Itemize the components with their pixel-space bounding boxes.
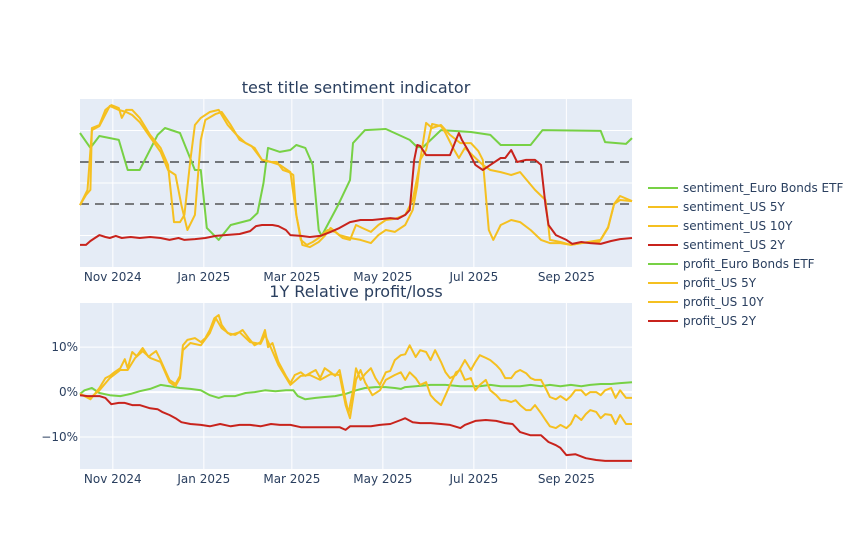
legend-label: profit_US 10Y <box>683 295 764 309</box>
legend-label: sentiment_US 2Y <box>683 238 786 252</box>
profit-series <box>79 314 633 462</box>
series-line-sentiment-us-5y <box>79 104 633 246</box>
legend-label: profit_Euro Bonds ETF <box>683 257 815 271</box>
legend: sentiment_Euro Bonds ETF sentiment_US 5Y s… <box>648 181 843 328</box>
series-line-sentiment-euro-bonds-etf <box>79 127 633 241</box>
profit-gridlines <box>80 303 632 469</box>
sentiment-chart-title: test title sentiment indicator <box>242 78 471 97</box>
profit-x-tick-label: May 2025 <box>353 472 412 486</box>
legend-item[interactable]: profit_US 10Y <box>648 295 764 309</box>
profit-y-axis: 10% 0% −10% <box>41 340 78 444</box>
legend-item[interactable]: sentiment_US 10Y <box>648 219 793 233</box>
series-line-profit-euro-bonds-etf <box>79 381 633 401</box>
legend-label: profit_US 2Y <box>683 314 757 328</box>
profit-y-tick-label: 0% <box>59 385 78 399</box>
profit-x-tick-label: Nov 2024 <box>84 472 142 486</box>
profit-x-axis: Nov 2024 Jan 2025 Mar 2025 May 2025 Jul 2025… <box>84 472 595 486</box>
sentiment-x-tick-label: Sep 2025 <box>538 270 595 284</box>
sentiment-x-tick-label: Nov 2024 <box>84 270 142 284</box>
sentiment-x-tick-label: May 2025 <box>353 270 412 284</box>
legend-label: sentiment_US 5Y <box>683 200 786 214</box>
profit-x-tick-label: Sep 2025 <box>538 472 595 486</box>
profit-y-tick-label: 10% <box>51 340 78 354</box>
legend-item[interactable]: sentiment_Euro Bonds ETF <box>648 181 843 195</box>
legend-item[interactable]: profit_US 5Y <box>648 276 757 290</box>
profit-chart-title: 1Y Relative profit/loss <box>269 282 442 301</box>
sentiment-x-tick-label: Mar 2025 <box>263 270 320 284</box>
legend-item[interactable]: sentiment_US 2Y <box>648 238 786 252</box>
sentiment-subplot: Nov 2024 Jan 2025 Mar 2025 May 2025 Jul 2025… <box>79 78 633 284</box>
sentiment-x-tick-label: Jan 2025 <box>176 270 230 284</box>
legend-label: sentiment_US 10Y <box>683 219 793 233</box>
profit-subplot: Nov 2024 Jan 2025 Mar 2025 May 2025 Jul 2025… <box>41 282 633 486</box>
series-line-sentiment-us-10y <box>79 104 633 249</box>
sentiment-x-axis: Nov 2024 Jan 2025 Mar 2025 May 2025 Jul 2025… <box>84 270 595 284</box>
sentiment-series <box>79 104 633 249</box>
profit-y-tick-label: −10% <box>41 430 78 444</box>
profit-x-tick-label: Mar 2025 <box>263 472 320 486</box>
legend-item[interactable]: sentiment_US 5Y <box>648 200 786 214</box>
series-line-sentiment-us-2y <box>80 132 633 246</box>
legend-item[interactable]: profit_US 2Y <box>648 314 757 328</box>
sentiment-x-tick-label: Jul 2025 <box>448 270 498 284</box>
legend-label: sentiment_Euro Bonds ETF <box>683 181 843 195</box>
profit-x-tick-label: Jul 2025 <box>448 472 498 486</box>
legend-item[interactable]: profit_Euro Bonds ETF <box>648 257 815 271</box>
series-line-profit-us-10y <box>79 317 632 430</box>
series-line-profit-us-2y <box>79 394 632 462</box>
profit-x-tick-label: Jan 2025 <box>176 472 230 486</box>
legend-label: profit_US 5Y <box>683 276 757 290</box>
